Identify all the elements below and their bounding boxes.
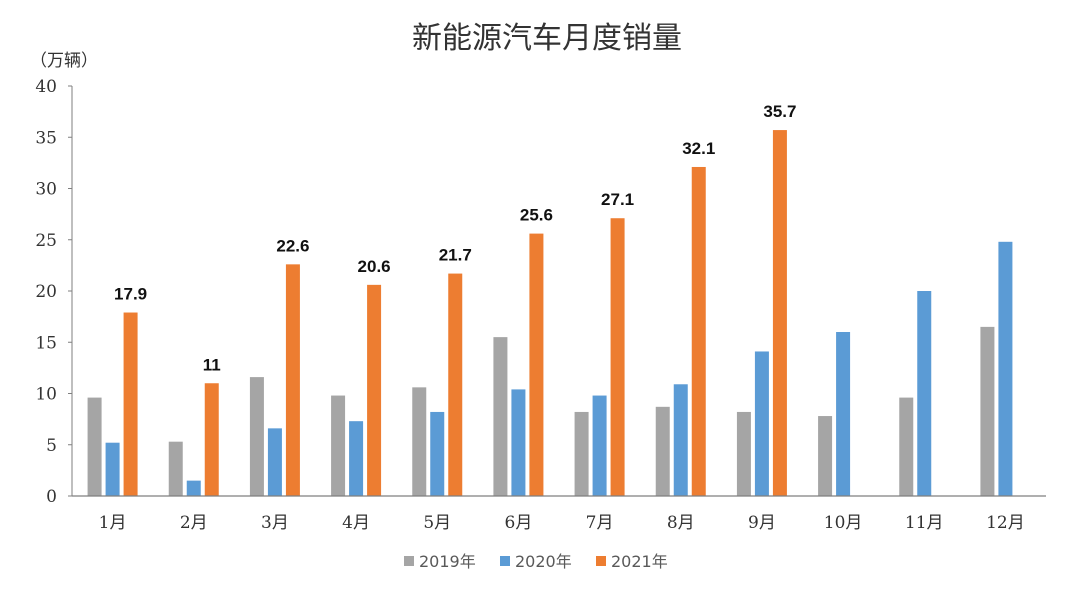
bar-2019年-4月	[331, 395, 346, 496]
bar-2020年-5月	[430, 411, 445, 496]
data-label: 11	[203, 355, 221, 374]
bar-2019年-2月	[168, 441, 183, 496]
x-category-label: 7月	[586, 513, 614, 533]
y-tick-label: 5	[46, 436, 57, 456]
legend-swatch	[596, 556, 606, 566]
bar-2020年-8月	[673, 384, 688, 496]
legend-entry: 2019年	[419, 552, 476, 571]
data-labels: 17.9 11 22.6 20.6 21.7 25.6 27.1 32.1 35.7	[114, 102, 796, 374]
y-tick-label: 25	[35, 231, 57, 251]
bar-2021年-6月	[529, 233, 544, 496]
legend-entry: 2020年	[515, 552, 572, 571]
x-category-label: 11月	[905, 513, 944, 533]
bar-2021年-5月	[448, 273, 463, 496]
x-category-label: 12月	[986, 513, 1025, 533]
bar-2019年-6月	[493, 337, 508, 496]
bar-2021年-8月	[691, 166, 706, 496]
x-category-label: 9月	[748, 513, 776, 533]
bar-2019年-8月	[655, 406, 670, 496]
y-tick-label: 40	[35, 77, 57, 97]
bar-2019年-10月	[818, 416, 833, 496]
legend: 2019年 2020年 2021年	[404, 552, 668, 571]
data-label: 25.6	[520, 206, 553, 225]
data-label: 35.7	[763, 102, 796, 121]
data-label: 27.1	[601, 190, 634, 209]
bar-2021年-3月	[285, 264, 300, 496]
x-category-label: 4月	[342, 513, 370, 533]
legend-swatch	[500, 556, 510, 566]
bar-2019年-7月	[574, 411, 589, 496]
bar-2019年-5月	[412, 387, 427, 496]
y-tick-label: 15	[35, 333, 57, 353]
bar-2021年-7月	[610, 218, 625, 496]
bar-2019年-3月	[249, 377, 264, 496]
x-category-label: 6月	[505, 513, 533, 533]
legend-entry: 2021年	[611, 552, 668, 571]
bar-2020年-10月	[836, 332, 851, 496]
y-axis-ticks: 0 5 10 15 20 25 30 35 40	[35, 77, 72, 507]
y-tick-label: 35	[35, 128, 57, 148]
bar-2020年-3月	[267, 428, 282, 496]
bar-2021年-1月	[123, 312, 138, 496]
bar-2020年-6月	[511, 389, 526, 496]
y-tick-label: 20	[35, 282, 57, 302]
bar-2021年-4月	[367, 284, 382, 496]
bar-2020年-4月	[349, 421, 364, 496]
y-tick-label: 10	[35, 385, 57, 405]
bar-2020年-1月	[105, 442, 120, 496]
x-category-label: 5月	[423, 513, 451, 533]
bar-2019年-12月	[980, 326, 995, 496]
bar-2019年-1月	[87, 397, 102, 496]
chart-title: 新能源汽车月度销量	[412, 21, 682, 56]
y-tick-label: 30	[35, 180, 57, 200]
data-label: 21.7	[439, 246, 472, 265]
x-category-label: 8月	[667, 513, 695, 533]
bar-2021年-9月	[772, 130, 787, 496]
unit-label: （万辆）	[30, 51, 98, 71]
legend-swatch	[404, 556, 414, 566]
x-category-label: 2月	[180, 513, 208, 533]
bars	[87, 130, 1013, 496]
x-category-label: 3月	[261, 513, 289, 533]
bar-2019年-9月	[736, 411, 751, 496]
bar-2019年-11月	[899, 397, 914, 496]
data-label: 32.1	[682, 139, 715, 158]
data-label: 22.6	[276, 236, 309, 255]
bar-2021年-2月	[204, 383, 219, 496]
bar-2020年-7月	[592, 395, 607, 496]
data-label: 20.6	[358, 257, 391, 276]
x-category-label: 10月	[824, 513, 863, 533]
bar-2020年-11月	[917, 291, 932, 496]
x-category-label: 1月	[99, 513, 127, 533]
x-axis-categories: 1月 2月 3月 4月 5月 6月 7月 8月 9月 10月 11月 12月	[99, 513, 1025, 533]
bar-2020年-12月	[998, 241, 1013, 496]
y-tick-label: 0	[46, 487, 57, 507]
bar-2020年-9月	[754, 351, 769, 496]
data-label: 17.9	[114, 285, 147, 304]
bar-2020年-2月	[186, 480, 201, 496]
